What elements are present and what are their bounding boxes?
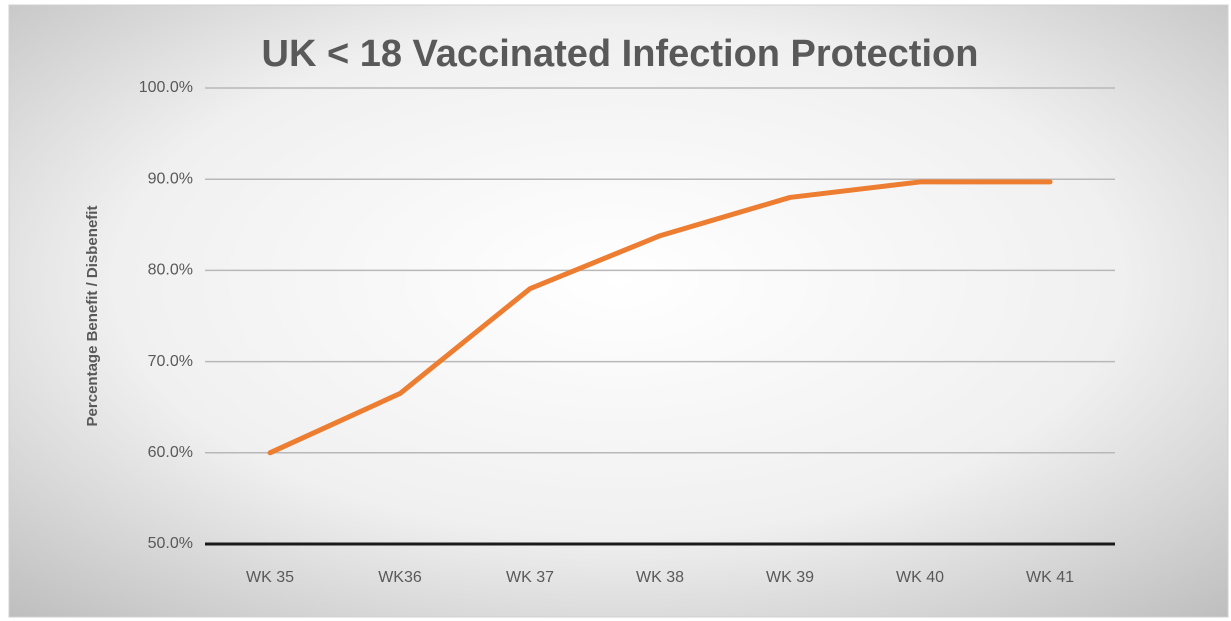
x-tick-label: WK 39	[766, 569, 814, 586]
y-axis-label: Percentage Benefit / Disbenefit	[84, 206, 101, 427]
y-tick-label: 90.0%	[148, 170, 193, 187]
y-tick-label: 70.0%	[148, 353, 193, 370]
y-tick-label: 50.0%	[148, 535, 193, 552]
chart-title: UK < 18 Vaccinated Infection Protection	[262, 33, 979, 75]
y-tick-label: 80.0%	[148, 262, 193, 279]
x-tick-label: WK36	[378, 569, 422, 586]
x-tick-label: WK 37	[506, 569, 554, 586]
data-line	[267, 179, 1053, 456]
y-tick-label: 100.0%	[139, 79, 193, 96]
x-tick-label: WK 40	[896, 569, 944, 586]
x-tick-label: WK 35	[246, 569, 294, 586]
chart-background	[8, 4, 1229, 618]
x-tick-label: WK 38	[636, 569, 684, 586]
x-tick-label: WK 41	[1026, 569, 1074, 586]
y-tick-label: 60.0%	[148, 444, 193, 461]
